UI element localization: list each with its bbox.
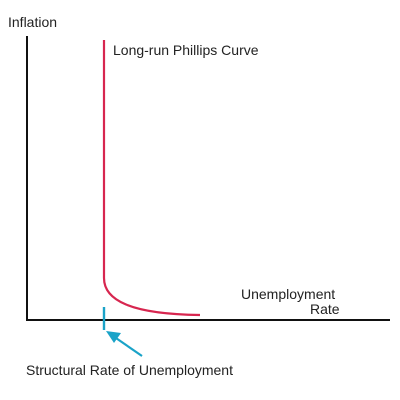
x-axis-label-line1: Unemployment [241, 286, 336, 302]
x-axis-label-line2: Rate [310, 301, 340, 317]
structural-arrow-shaft [112, 335, 143, 357]
curve-label: Long-run Phillips Curve [113, 42, 259, 58]
structural-rate-label: Structural Rate of Unemployment [26, 362, 233, 378]
structural-arrow-head [106, 331, 121, 343]
y-axis-label: Inflation [8, 14, 58, 30]
long-run-phillips-curve [102, 40, 201, 317]
